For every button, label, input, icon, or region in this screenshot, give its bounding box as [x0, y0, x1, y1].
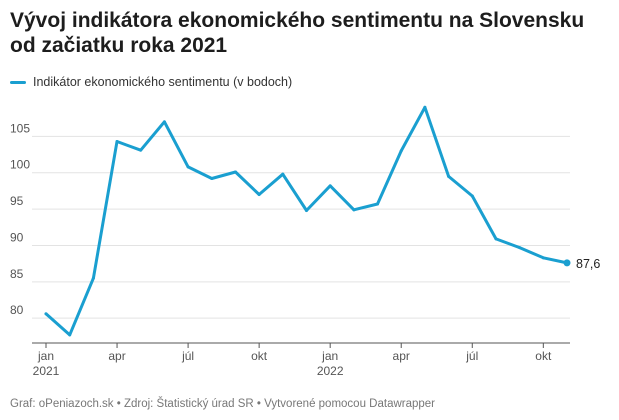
data-point — [44, 312, 48, 316]
y-tick-label: 95 — [10, 194, 24, 208]
data-point — [281, 172, 285, 176]
data-point — [139, 148, 143, 152]
series-line — [44, 105, 569, 337]
data-point — [233, 170, 237, 174]
footer-source: Graf: oPeniazoch.sk • Zdroj: Štatistický… — [10, 398, 436, 410]
end-point-marker — [563, 259, 571, 267]
end-value-label: 87,6 — [576, 257, 600, 271]
data-point — [352, 208, 356, 212]
data-point — [186, 165, 190, 169]
legend-label: Indikátor ekonomického sentimentu (v bod… — [33, 75, 293, 89]
chart-title: Vývoj indikátora ekonomického sentimentu… — [10, 9, 585, 57]
x-tick-label: jan — [37, 349, 54, 363]
x-tick-label: apr — [393, 349, 410, 363]
data-point — [210, 177, 214, 181]
x-tick-year-label: 2021 — [33, 364, 60, 378]
y-tick-label: 85 — [10, 267, 24, 281]
data-point — [115, 139, 119, 143]
legend: Indikátor ekonomického sentimentu (v bod… — [10, 75, 292, 89]
x-tick-year-label: 2022 — [317, 364, 344, 378]
legend-swatch — [10, 80, 26, 84]
y-axis-ticks: 80 85 90 95 100 105 — [10, 121, 30, 317]
data-point — [328, 184, 332, 188]
data-point — [68, 333, 72, 337]
data-point — [399, 149, 403, 153]
y-tick-label: 105 — [10, 121, 30, 135]
y-tick-label: 80 — [10, 303, 24, 317]
y-tick-label: 90 — [10, 230, 24, 244]
data-point — [518, 246, 522, 250]
x-tick-label: apr — [108, 349, 125, 363]
data-point — [423, 105, 427, 109]
x-tick-label: okt — [535, 349, 552, 363]
x-tick-label: júl — [181, 349, 194, 363]
x-tick-label: okt — [251, 349, 268, 363]
data-points — [44, 105, 569, 337]
y-tick-label: 100 — [10, 158, 30, 172]
data-point — [494, 237, 498, 241]
data-point — [541, 256, 545, 260]
data-point — [447, 174, 451, 178]
data-point — [376, 202, 380, 206]
x-tick-label: júl — [465, 349, 478, 363]
data-point — [305, 209, 308, 213]
data-point — [470, 194, 474, 198]
x-tick-label: jan — [321, 349, 338, 363]
data-point — [162, 120, 166, 124]
data-point — [257, 193, 261, 197]
data-point — [91, 276, 95, 280]
